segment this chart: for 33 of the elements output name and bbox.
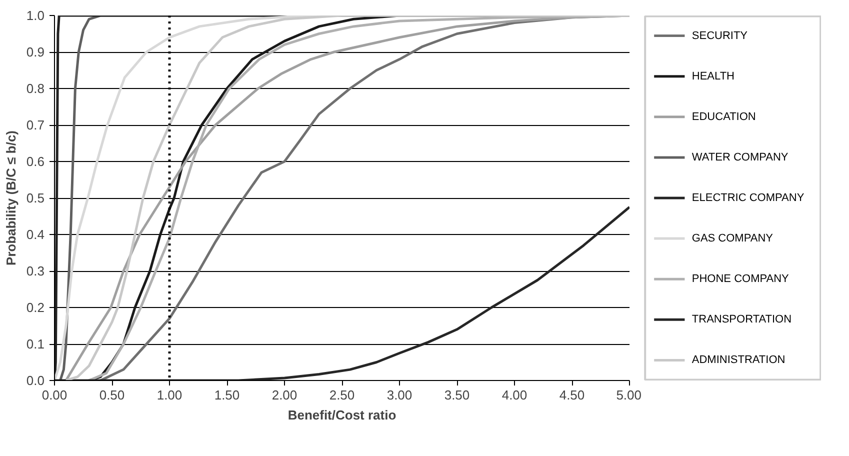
x-tick-label: 3.00 (386, 388, 412, 402)
x-tick-label: 3.50 (444, 388, 470, 402)
x-tick-label: 0.50 (99, 388, 125, 402)
y-tick-label: 0.4 (26, 227, 45, 242)
x-tick-label: 0.00 (42, 388, 68, 402)
legend-label: EDUCATION (692, 110, 756, 123)
y-tick-label: 0.5 (26, 190, 45, 206)
y-tick-label: 0.0 (26, 373, 45, 388)
x-tick-label: 2.00 (272, 388, 298, 402)
legend-label: TRANSPORTATION (692, 314, 792, 326)
y-tick-label: 0.7 (26, 118, 45, 132)
legend-label: ADMINISTRATION (692, 354, 786, 366)
legend-label: WATER COMPANY (692, 151, 789, 164)
x-tick-label: 4.00 (502, 388, 528, 402)
y-axis-title: Probability (B/C ≤ b/c) (3, 130, 18, 266)
x-tick-label: 5.00 (616, 388, 642, 402)
x-tick-label: 1.50 (214, 388, 240, 402)
legend-label: ELECTRIC COMPANY (692, 192, 805, 204)
y-tick-label: 0.9 (26, 44, 45, 60)
y-tick-label: 0.3 (26, 264, 45, 278)
legend-label: SECURITY (692, 30, 748, 42)
y-tick-label: 0.2 (26, 300, 45, 315)
legend-label: PHONE COMPANY (692, 273, 790, 286)
y-tick-label: 0.1 (26, 336, 45, 352)
legend-label: GAS COMPANY (692, 232, 774, 245)
y-tick-label: 0.6 (26, 154, 45, 169)
legend-label: HEALTH (692, 70, 735, 82)
x-tick-label: 4.50 (559, 388, 585, 402)
x-axis-title: Benefit/Cost ratio (288, 408, 396, 422)
x-tick-label: 2.50 (329, 388, 355, 402)
y-tick-label: 1.0 (26, 8, 45, 23)
y-tick-label: 0.8 (26, 81, 45, 96)
x-tick-label: 1.00 (156, 388, 182, 402)
